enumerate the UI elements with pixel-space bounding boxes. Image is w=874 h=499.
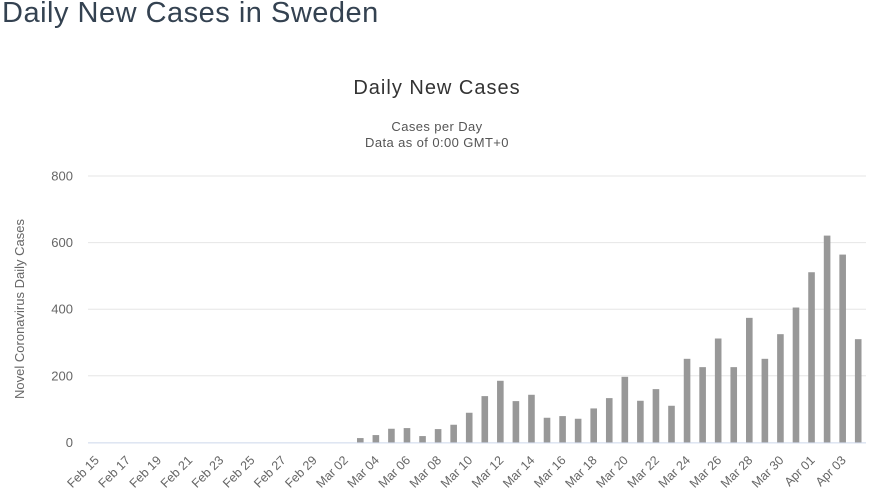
bar[interactable]: [559, 416, 566, 443]
bar[interactable]: [839, 254, 846, 443]
y-axis-tick-label: 0: [66, 435, 73, 450]
x-axis-label: Mar 14: [500, 453, 537, 490]
bar[interactable]: [481, 396, 489, 443]
bar[interactable]: [357, 438, 364, 443]
bar[interactable]: [714, 338, 722, 443]
y-axis-tick-label: 200: [51, 368, 73, 383]
x-axis-label: Mar 04: [345, 453, 382, 490]
bar[interactable]: [761, 358, 769, 443]
x-axis-label: Apr 01: [782, 453, 818, 489]
bar[interactable]: [497, 380, 504, 443]
x-axis-label: Mar 22: [625, 453, 662, 490]
bar[interactable]: [434, 429, 442, 443]
x-axis-label: Mar 08: [407, 453, 444, 490]
bar[interactable]: [465, 412, 473, 443]
chart-title: Daily New Cases: [353, 77, 521, 99]
bar[interactable]: [605, 398, 613, 443]
y-axis-tick-label: 600: [51, 235, 73, 250]
bar[interactable]: [777, 334, 784, 443]
x-axis-label: Feb 15: [64, 453, 101, 490]
x-axis-label: Mar 18: [562, 453, 599, 490]
bar[interactable]: [699, 367, 706, 443]
bar[interactable]: [808, 272, 815, 443]
y-axis-title: Novel Coronavirus Daily Cases: [12, 219, 27, 399]
chart-subtitle-cases-per-day: Cases per Day: [391, 119, 483, 134]
x-axis-label: Mar 26: [687, 453, 724, 490]
bar[interactable]: [730, 367, 738, 443]
bar[interactable]: [528, 394, 535, 443]
bar[interactable]: [823, 235, 831, 443]
x-axis-label: Mar 06: [376, 453, 413, 490]
bar[interactable]: [388, 428, 395, 443]
x-axis-label: Mar 28: [718, 453, 755, 490]
bar[interactable]: [543, 417, 551, 443]
page-title: Daily New Cases in Sweden: [2, 0, 379, 29]
bar[interactable]: [512, 401, 520, 443]
y-axis-tick-label: 400: [51, 302, 73, 317]
x-axis-label: Feb 23: [189, 453, 226, 490]
bar[interactable]: [621, 376, 629, 443]
y-axis-tick-label: 800: [51, 169, 73, 184]
x-axis-label: Mar 02: [313, 453, 350, 490]
bar[interactable]: [450, 424, 457, 443]
x-axis-label: Apr 03: [813, 453, 849, 489]
x-axis-label: Mar 16: [531, 453, 568, 490]
bar[interactable]: [372, 435, 380, 443]
bar[interactable]: [668, 405, 675, 443]
bar[interactable]: [574, 418, 582, 443]
x-axis-label: Feb 29: [282, 453, 319, 490]
x-axis-label: Mar 30: [749, 453, 786, 490]
x-axis-label: Mar 12: [469, 453, 506, 490]
x-axis-label: Feb 27: [251, 453, 288, 490]
x-axis-label: Mar 24: [656, 453, 693, 490]
bar[interactable]: [792, 307, 800, 443]
x-axis-label: Feb 21: [158, 453, 195, 490]
x-axis-label: Feb 25: [220, 453, 257, 490]
x-axis-label: Mar 20: [594, 453, 631, 490]
bar[interactable]: [746, 317, 753, 443]
bar[interactable]: [419, 436, 426, 443]
x-axis-label: Mar 10: [438, 453, 475, 490]
bar[interactable]: [652, 389, 660, 443]
bar[interactable]: [403, 428, 411, 443]
bar[interactable]: [854, 339, 862, 443]
bar[interactable]: [637, 400, 644, 443]
x-axis-label: Feb 19: [127, 453, 164, 490]
x-axis-label: Feb 17: [96, 453, 133, 490]
chart-subtitle-data-as-of: Data as of 0:00 GMT+0: [365, 135, 509, 150]
bar[interactable]: [590, 408, 597, 443]
bar[interactable]: [683, 358, 691, 443]
